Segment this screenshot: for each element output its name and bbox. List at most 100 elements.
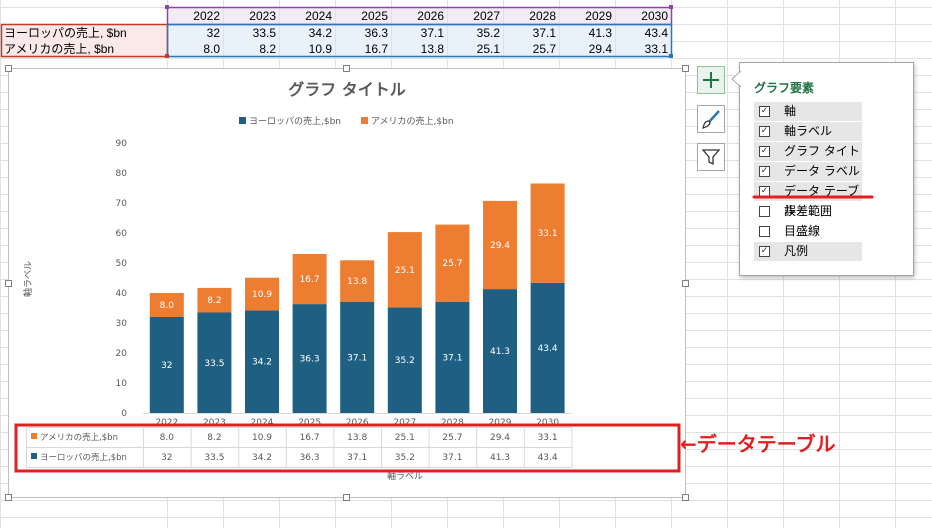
checkbox-checked-icon[interactable]: ✓ — [759, 126, 770, 137]
resize-handle-t[interactable] — [343, 65, 350, 72]
data-label[interactable]: 43.4 — [538, 344, 558, 354]
bar-america[interactable] — [149, 293, 184, 317]
bar-europe[interactable] — [149, 317, 184, 413]
legend[interactable]: ヨーロッパの売上,$bn アメリカの売上,$bn — [239, 115, 454, 127]
chart-element-option[interactable]: ✓ 軸 — [754, 102, 862, 121]
value-cell[interactable]: 37.1 — [504, 25, 559, 42]
checkbox-checked-icon[interactable]: ✓ — [759, 146, 770, 157]
data-label[interactable]: 41.3 — [490, 347, 510, 357]
resize-handle-bl[interactable] — [5, 494, 12, 501]
header-year-cell[interactable]: 2023 — [224, 8, 279, 25]
bar-america[interactable] — [292, 254, 327, 305]
value-cell[interactable]: 13.8 — [392, 41, 447, 58]
resize-handle-tr[interactable] — [682, 65, 689, 72]
data-label[interactable]: 16.7 — [300, 275, 320, 285]
header-year-cell[interactable]: 2026 — [392, 8, 447, 25]
value-cell[interactable]: 37.1 — [392, 25, 447, 42]
bar-europe[interactable] — [340, 301, 375, 413]
chart-filters-button[interactable] — [697, 143, 725, 171]
data-label[interactable]: 34.2 — [252, 358, 272, 368]
data-label[interactable]: 37.1 — [347, 353, 367, 363]
value-cell[interactable]: 16.7 — [336, 41, 391, 58]
chart-area[interactable]: グラフ タイトル ヨーロッパの売上,$bn アメリカの売上,$bn 軸ラベル 0… — [8, 68, 686, 498]
chart-elements-button[interactable] — [697, 66, 725, 94]
data-table-highlight — [14, 423, 681, 473]
table-cell: 34.2 — [252, 453, 272, 463]
bar-europe[interactable] — [435, 301, 470, 413]
value-cell[interactable]: 32 — [168, 25, 223, 42]
checkbox-unchecked-icon[interactable] — [759, 206, 770, 217]
chart-title[interactable]: グラフ タイトル — [288, 80, 406, 99]
value-cell[interactable]: 25.1 — [448, 41, 503, 58]
bar-america[interactable] — [245, 277, 279, 311]
chart-element-option[interactable]: ✓ データ ラベル — [754, 162, 862, 181]
bar-europe[interactable] — [387, 307, 422, 413]
value-cell[interactable]: 36.3 — [336, 25, 391, 42]
chart-element-option[interactable]: ✓ 凡例 — [754, 242, 862, 261]
value-cell[interactable]: 35.2 — [448, 25, 503, 42]
header-year-cell[interactable]: 2029 — [560, 8, 615, 25]
table-cell: 8.0 — [160, 433, 175, 443]
header-year-cell[interactable]: 2022 — [168, 8, 223, 25]
header-year-cell[interactable]: 2030 — [616, 8, 671, 25]
header-year-cell[interactable]: 2024 — [280, 8, 335, 25]
value-cell[interactable]: 10.9 — [280, 41, 335, 58]
chart-styles-button[interactable] — [697, 105, 725, 133]
bar-europe[interactable] — [245, 310, 279, 413]
data-label[interactable]: 33.5 — [204, 359, 224, 369]
checkbox-checked-icon[interactable]: ✓ — [759, 246, 770, 257]
row-label-cell[interactable]: ヨーロッパの売上, $bn — [2, 25, 167, 42]
bar-america[interactable] — [435, 224, 470, 302]
chart-element-option[interactable]: 誤差範囲 — [754, 202, 862, 221]
value-cell[interactable]: 8.0 — [168, 41, 223, 58]
data-label[interactable]: 8.0 — [160, 301, 175, 311]
bar-europe[interactable] — [197, 312, 232, 414]
data-table[interactable]: アメリカの売上,$bn 8.0 8.2 10.9 16.7 13.8 25.1 25.7 29.… — [26, 427, 573, 468]
data-label[interactable]: 8.2 — [207, 296, 221, 306]
resize-handle-b[interactable] — [343, 494, 350, 501]
data-label[interactable]: 37.1 — [442, 353, 462, 363]
value-cell[interactable]: 8.2 — [224, 41, 279, 58]
table-cell: 35.2 — [395, 453, 415, 463]
resize-handle-br[interactable] — [682, 494, 689, 501]
header-year-cell[interactable]: 2028 — [504, 8, 559, 25]
value-cell[interactable]: 43.4 — [616, 25, 671, 42]
data-label[interactable]: 36.3 — [300, 355, 320, 365]
data-label[interactable]: 13.8 — [347, 277, 367, 287]
bar-america[interactable] — [340, 260, 375, 302]
value-cell[interactable]: 25.7 — [504, 41, 559, 58]
data-label[interactable]: 33.1 — [538, 229, 558, 239]
data-label[interactable]: 25.7 — [442, 259, 462, 269]
chart-element-option[interactable]: 目盛線 — [754, 222, 862, 241]
bar-america[interactable] — [530, 183, 565, 283]
row-label-cell[interactable]: アメリカの売上, $bn — [2, 41, 167, 58]
value-cell[interactable]: 41.3 — [560, 25, 615, 42]
chart-element-option[interactable]: ✓グラフ タイトル — [754, 142, 862, 177]
chart-element-option[interactable]: ✓ 軸ラベル — [754, 122, 862, 141]
header-year-cell[interactable]: 2025 — [336, 8, 391, 25]
bar-europe[interactable] — [483, 289, 517, 413]
bar-europe[interactable] — [530, 282, 565, 413]
value-cell[interactable]: 34.2 — [280, 25, 335, 42]
resize-handle-r[interactable] — [682, 280, 689, 287]
y-axis-title[interactable]: 軸ラベル — [22, 261, 34, 297]
value-cell[interactable]: 33.1 — [616, 41, 671, 58]
checkbox-checked-icon[interactable]: ✓ — [759, 166, 770, 177]
resize-handle-tl[interactable] — [5, 65, 12, 72]
data-label[interactable]: 29.4 — [490, 241, 510, 251]
value-cell[interactable]: 33.5 — [224, 25, 279, 42]
x-axis-title[interactable]: 軸ラベル — [387, 470, 423, 482]
data-label[interactable]: 35.2 — [395, 356, 415, 366]
bar-europe[interactable] — [292, 304, 327, 413]
checkbox-checked-icon[interactable]: ✓ — [759, 106, 770, 117]
data-label[interactable]: 32 — [161, 361, 172, 371]
value-cell[interactable]: 29.4 — [560, 41, 615, 58]
checkbox-unchecked-icon[interactable] — [759, 226, 770, 237]
data-label[interactable]: 10.9 — [252, 290, 272, 300]
bar-america[interactable] — [197, 287, 232, 313]
bar-america[interactable] — [483, 200, 517, 290]
bar-america[interactable] — [387, 232, 422, 308]
data-label[interactable]: 25.1 — [395, 266, 415, 276]
header-year-cell[interactable]: 2027 — [448, 8, 503, 25]
resize-handle-l[interactable] — [5, 280, 12, 287]
